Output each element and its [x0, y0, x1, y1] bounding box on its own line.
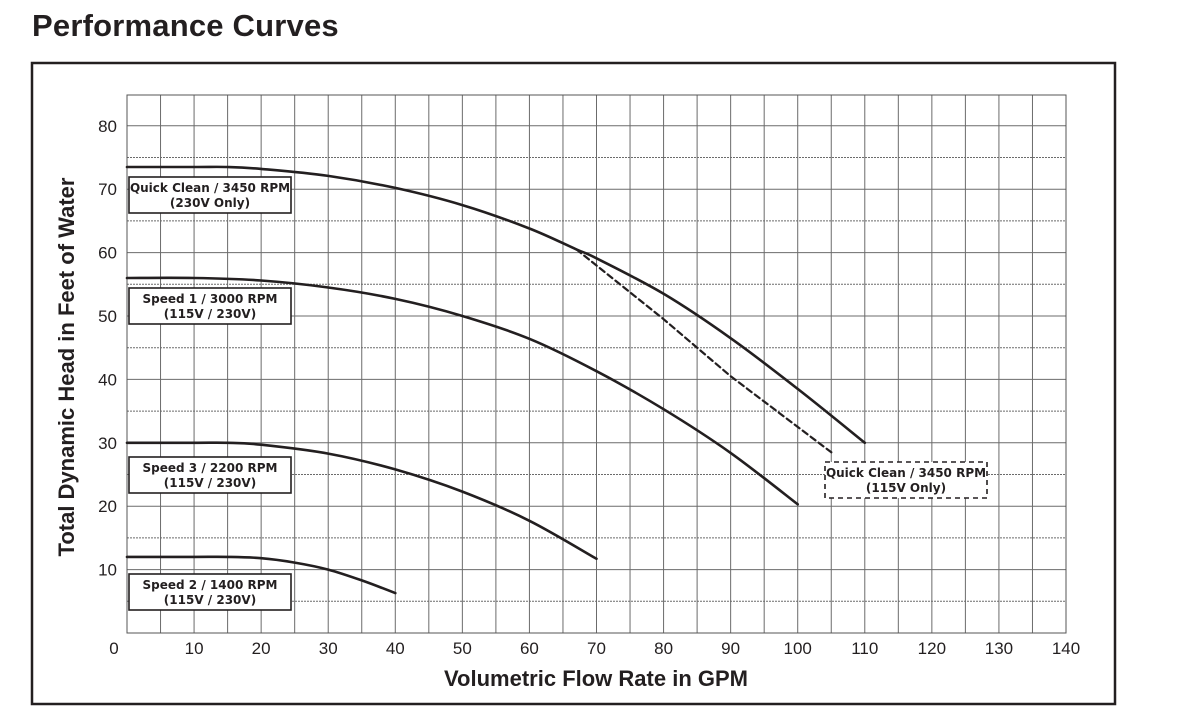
x-tick-label: 20 — [252, 639, 271, 658]
curve-label-line2: (115V / 230V) — [164, 307, 256, 321]
curve-label-box — [128, 287, 292, 325]
y-tick-label: 70 — [98, 180, 117, 199]
y-tick-label: 20 — [98, 497, 117, 516]
y-tick-label: 10 — [98, 561, 117, 580]
curve-label-line1: Speed 1 / 3000 RPM — [143, 292, 278, 306]
x-tick-label: 140 — [1052, 639, 1080, 658]
y-tick-label: 50 — [98, 307, 117, 326]
curve-labels: Quick Clean / 3450 RPM(230V Only)Quick C… — [128, 176, 988, 611]
x-axis-title: Volumetric Flow Rate in GPM — [444, 666, 748, 691]
curve-label-box — [128, 456, 292, 494]
page-title: Performance Curves — [32, 8, 339, 43]
y-tick-label: 30 — [98, 434, 117, 453]
curves — [125, 165, 867, 595]
curve-label-box — [128, 573, 292, 611]
series-curve-s1 — [125, 276, 799, 506]
curve-label-line1: Quick Clean / 3450 RPM — [826, 466, 986, 480]
x-tick-label: 110 — [851, 639, 878, 658]
chart-frame — [30, 61, 1117, 706]
y-tick-label: 60 — [98, 244, 117, 263]
chart-grid — [127, 95, 1066, 633]
curve-label-line2: (230V Only) — [170, 196, 250, 210]
curve-label-line2: (115V Only) — [866, 481, 946, 495]
x-tick-label: 90 — [721, 639, 740, 658]
x-tick-label: 10 — [185, 639, 204, 658]
curve-label-s1: Speed 1 / 3000 RPM(115V / 230V) — [128, 287, 292, 325]
x-tick-label: 80 — [654, 639, 673, 658]
x-tick-label: 50 — [453, 639, 472, 658]
plot-area-border — [126, 94, 1067, 634]
curve-label-qc115: Quick Clean / 3450 RPM(115V Only) — [824, 461, 988, 499]
series-curve-s3 — [125, 441, 598, 561]
x-tick-label: 40 — [386, 639, 405, 658]
curve-label-s2: Speed 2 / 1400 RPM(115V / 230V) — [128, 573, 292, 611]
curve-label-qc230: Quick Clean / 3450 RPM(230V Only) — [128, 176, 292, 214]
curve-label-line1: Speed 3 / 2200 RPM — [143, 461, 278, 475]
x-tick-label: 120 — [918, 639, 946, 658]
x-tick-label: 70 — [587, 639, 606, 658]
curve-label-line2: (115V / 230V) — [164, 593, 256, 607]
y-axis-title: Total Dynamic Head in Feet of Water — [54, 177, 79, 556]
y-tick-label: 40 — [98, 370, 117, 389]
x-tick-label: 100 — [784, 639, 812, 658]
curve-label-line1: Speed 2 / 1400 RPM — [143, 578, 278, 592]
series-curve-s2 — [125, 555, 397, 595]
x-tick-label: 30 — [319, 639, 338, 658]
curve-label-s3: Speed 3 / 2200 RPM(115V / 230V) — [128, 456, 292, 494]
curve-label-box — [824, 461, 988, 499]
x-tick-label: 60 — [520, 639, 539, 658]
curve-label-line1: Quick Clean / 3450 RPM — [130, 181, 290, 195]
curve-label-line2: (115V / 230V) — [164, 476, 256, 490]
axis-ticks: 0 10 20 30 40 50 60 70 80 90 100 110 120 130 140 10 20 30… — [98, 117, 1080, 658]
y-tick-label: 80 — [98, 117, 117, 136]
x-tick-label: 0 — [109, 639, 118, 658]
series-curve-qc230 — [125, 165, 867, 445]
curve-label-box — [128, 176, 292, 214]
x-tick-label: 130 — [985, 639, 1013, 658]
series-curve-qc115 — [575, 248, 833, 454]
